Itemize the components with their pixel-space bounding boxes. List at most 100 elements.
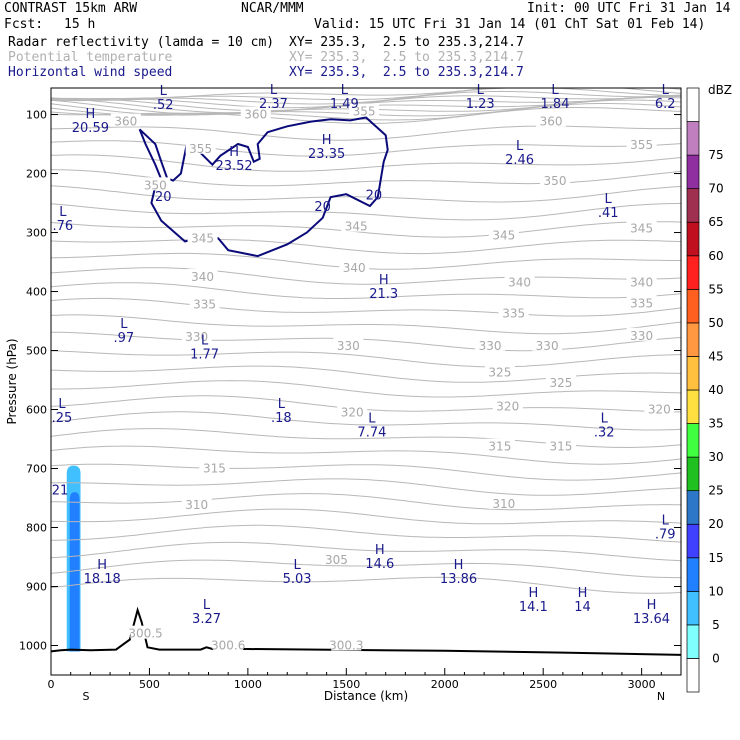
wind-extremum-value: 3.27 xyxy=(192,612,221,627)
x-tick-label: 1500 xyxy=(332,678,360,691)
colorbar-swatch xyxy=(686,188,700,223)
colorbar-swatch xyxy=(686,557,700,592)
wind-extremum-letter: L xyxy=(293,558,301,573)
wind-extremum-letter: H xyxy=(578,586,588,601)
theta-label-bg xyxy=(130,625,161,639)
theta-label: 340 xyxy=(508,276,531,290)
wind-extremum-value: .25 xyxy=(52,411,73,426)
theta-label: 315 xyxy=(549,440,572,454)
theta-label: 340 xyxy=(343,261,366,275)
theta-contour xyxy=(51,154,681,172)
y-tick-label: 100 xyxy=(26,109,47,122)
theta-label-bg xyxy=(626,274,657,288)
theta-contour xyxy=(51,411,681,431)
field3-name: Horizontal wind speed xyxy=(8,65,173,80)
theta-label-bg xyxy=(331,637,362,651)
colorbar-label: 50 xyxy=(708,316,723,330)
theta-contour xyxy=(51,559,681,579)
theta-contour xyxy=(51,445,681,465)
colorbar-swatch xyxy=(686,154,700,190)
wind-extremum-letter: H xyxy=(85,107,95,122)
theta-label: 330 xyxy=(185,330,208,344)
colorbar-label: 10 xyxy=(708,584,723,598)
colorbar-label: 45 xyxy=(708,349,723,363)
theta-label: 345 xyxy=(191,231,214,245)
y-tick-label: 200 xyxy=(26,168,47,181)
wind-extremum-letter: H xyxy=(322,133,332,148)
field3-xy: XY= 235.3, 2.5 to 235.3,214.7 xyxy=(289,65,524,80)
theta-label-bg xyxy=(321,551,352,565)
wind-extremum-letter: L xyxy=(120,317,128,332)
colorbar-label: 35 xyxy=(708,417,723,431)
wind-extremum-letter: L xyxy=(662,83,670,98)
wind-extremum-value: 1.49 xyxy=(330,97,359,112)
colorbar-label: 20 xyxy=(708,517,723,531)
theta-contour xyxy=(51,94,681,114)
colorbar-swatch xyxy=(686,490,700,525)
wind-extremum-value: 21.3 xyxy=(369,287,398,302)
colorbar-label: 65 xyxy=(708,215,723,229)
theta-label: 340 xyxy=(630,276,653,290)
forecast-label: Fcst: xyxy=(4,17,44,32)
theta-contour xyxy=(51,493,681,511)
theta-label-bg xyxy=(626,137,657,151)
wind-extremum-value: 2.37 xyxy=(259,97,288,112)
theta-label: 310 xyxy=(492,497,515,511)
field2-name: Potential temperature xyxy=(8,50,173,65)
theta-label-bg xyxy=(536,113,567,127)
colorbar-label: 0 xyxy=(712,651,720,665)
wind-extremum-value: 7.74 xyxy=(357,426,386,441)
theta-label: 320 xyxy=(496,400,519,414)
x-tick-label: 2000 xyxy=(431,678,459,691)
wind-extremum-value: .41 xyxy=(598,206,619,221)
reflectivity-column xyxy=(69,492,80,652)
theta-label: 335 xyxy=(502,306,525,320)
colorbar-swatch xyxy=(686,288,700,324)
theta-label-bg xyxy=(475,337,506,351)
x-tick-label: 0 xyxy=(48,678,55,691)
theta-contour xyxy=(51,103,681,121)
wind-extremum-letter: L xyxy=(341,83,349,98)
y-tick-label: 700 xyxy=(26,463,47,476)
colorbar-unit: dBZ xyxy=(708,83,732,97)
theta-contour xyxy=(51,331,681,352)
theta-contour xyxy=(51,221,681,238)
init-time: Init: 00 UTC Fri 31 Jan 14 xyxy=(527,1,731,16)
wind-extremum-value: 18.18 xyxy=(84,572,121,587)
wind-extremum-value: 2.46 xyxy=(505,153,534,168)
theta-contour xyxy=(51,380,681,398)
wind-extremum-value: 5.03 xyxy=(283,572,312,587)
wind-extremum-letter: H xyxy=(647,598,657,613)
wind-extremum-letter: L xyxy=(278,397,286,412)
theta-contour xyxy=(51,350,681,368)
theta-label-bg xyxy=(213,637,244,651)
wind-extremum-value: 13.64 xyxy=(633,612,670,627)
colorbar-swatch xyxy=(686,221,700,257)
colorbar-label: 5 xyxy=(712,618,720,632)
theta-contour xyxy=(51,107,681,124)
theta-contour xyxy=(51,297,681,317)
colorbar-swatch xyxy=(686,590,700,626)
field1-xy: XY= 235.3, 2.5 to 235.3,214.7 xyxy=(289,35,524,50)
theta-label-bg xyxy=(540,173,570,187)
theta-label: 355 xyxy=(630,138,653,152)
theta-label-bg xyxy=(488,495,519,509)
theta-contour xyxy=(51,428,681,449)
theta-contour xyxy=(51,239,681,255)
wind-extremum-letter: L xyxy=(270,83,278,98)
theta-label-bg xyxy=(492,398,523,412)
theta-label-bg xyxy=(488,227,519,241)
wind-extremum-letter: L xyxy=(58,397,66,412)
wind-extremum-value: 13.86 xyxy=(440,572,477,587)
theta-contour xyxy=(51,314,681,335)
wind-extremum-value: 23.35 xyxy=(308,147,345,162)
theta-label: 330 xyxy=(479,339,502,353)
theta-label: 300.5 xyxy=(128,627,162,641)
theta-label-bg xyxy=(189,296,220,310)
theta-label: 300.3 xyxy=(329,639,363,653)
theta-contour xyxy=(51,508,681,525)
theta-label-bg xyxy=(626,327,657,341)
theta-contour xyxy=(51,463,681,481)
wind-extremum-letter: L xyxy=(160,84,168,99)
